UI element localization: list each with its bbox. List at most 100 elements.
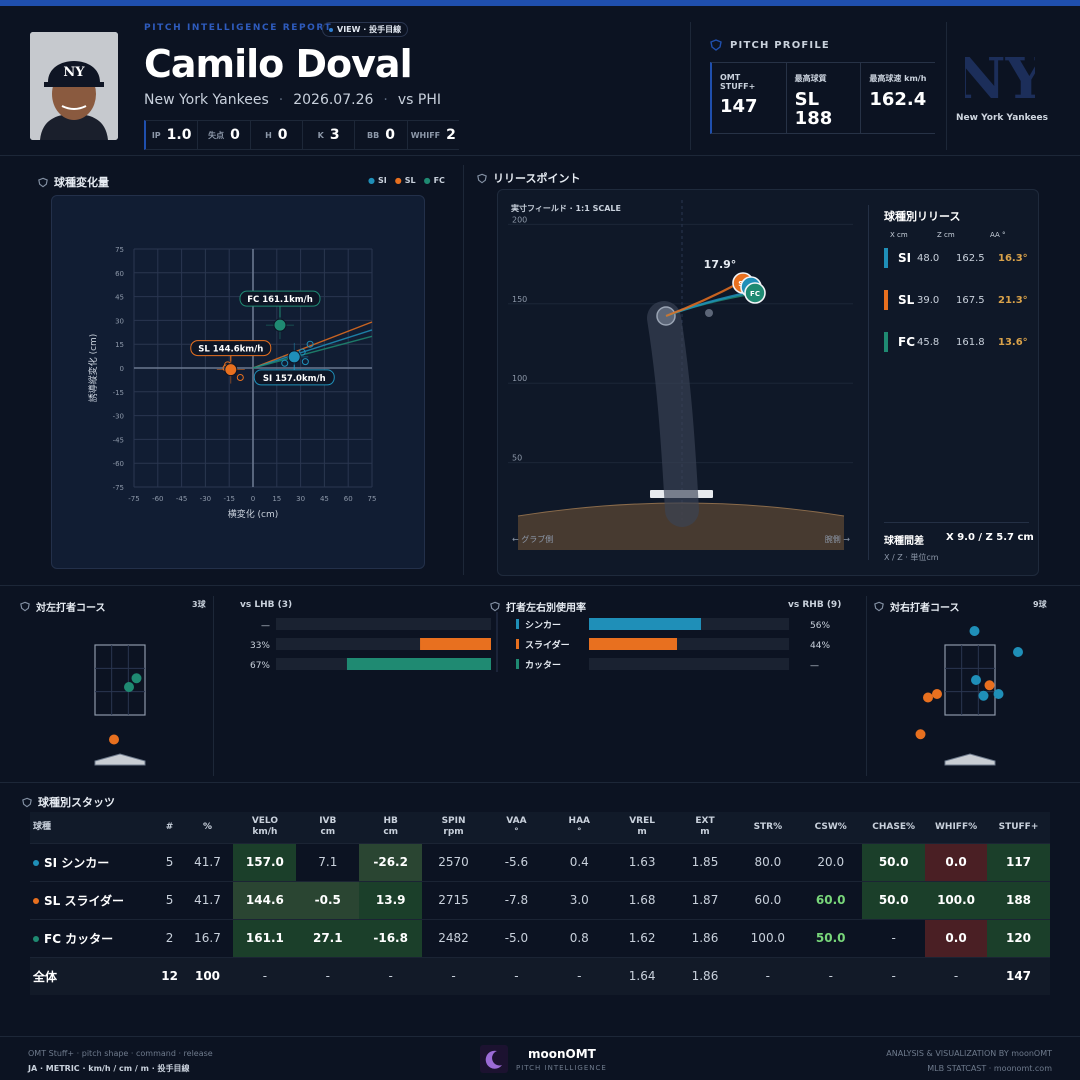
x-tick-label: 75	[368, 495, 377, 503]
location-point-si	[1013, 647, 1023, 657]
location-point-fc	[124, 682, 134, 692]
y-tick-label: 0	[120, 365, 124, 373]
release-row-sl: SL 39.0 167.5 21.3°	[884, 290, 1034, 312]
movement-panel: -75 -60 -45 -30 -15 0 15 30 45 60 75 75 60 45 30 15 0 -15…	[51, 195, 425, 569]
x-tick-label: -15	[223, 495, 234, 503]
pitch-point-si	[301, 358, 309, 366]
profile-stuff: OMT STUFF+ 147	[712, 63, 787, 133]
usage-pitch-name: シンカー	[525, 620, 561, 631]
col-x: X cm	[890, 231, 908, 239]
callout-box	[253, 369, 335, 386]
stat-bb: BB 0	[355, 121, 408, 149]
team-logo-label: New York Yankees	[956, 113, 1048, 123]
arm-slot-line-sl	[252, 321, 373, 369]
elbow-joint	[705, 309, 713, 317]
rhb-count: 9球	[1033, 600, 1047, 609]
release-unit-note: X / Z · 単位cm	[884, 553, 939, 562]
shield-icon	[38, 177, 48, 187]
col-header: #	[157, 812, 182, 843]
table-header: 球種 # % VELO km/h IVB cm HB cm SPIN rpm V…	[30, 812, 1050, 843]
arm-slot-line-si	[252, 329, 373, 369]
location-point-sl	[109, 734, 119, 745]
x-tick-label: 30	[296, 495, 305, 503]
pitch-point-si	[306, 340, 314, 348]
profile-max-velo: 最高球速 km/h 162.4	[869, 74, 927, 110]
shield-icon	[874, 601, 884, 612]
team-name: New York Yankees	[144, 92, 269, 108]
col-header: VELO km/h	[233, 812, 297, 843]
opponent: vs PHI	[397, 92, 441, 108]
home-plate	[944, 753, 996, 766]
arm-slot-line-fc	[252, 335, 373, 369]
col-aa: AA °	[990, 231, 1006, 239]
rhb-location-chart	[915, 626, 1023, 766]
release-row-si: SI 48.0 162.5 16.3°	[884, 248, 1034, 270]
field-scale-label: 実寸フィールド · 1:1 SCALE	[511, 204, 621, 213]
location-point-sl	[915, 729, 926, 740]
usage-pitch-name: スライダー	[525, 639, 570, 651]
shield-icon	[20, 601, 30, 612]
col-header: 球種	[30, 812, 158, 843]
usage-rhb-label: vs RHB (9)	[788, 600, 842, 610]
location-point-sl	[932, 689, 942, 699]
divider	[690, 22, 691, 150]
location-point-si	[971, 675, 981, 685]
y-tick-label: 150	[512, 295, 527, 304]
y-tick-label: 15	[115, 341, 124, 349]
report-kicker: PITCH INTELLIGENCE REPORT	[144, 23, 333, 33]
svg-text:NY: NY	[63, 65, 85, 80]
lhb-location-title: 対左打者コース	[20, 599, 106, 614]
divider	[0, 155, 1080, 156]
y-tick-label: 75	[115, 246, 124, 254]
footer-right: ANALYSIS & VISUALIZATION BY moonOMT MLB …	[886, 1049, 1052, 1073]
y-tick-label: 200	[512, 215, 527, 224]
movement-chart: -75 -60 -45 -30 -15 0 15 30 45 60 75 75 60 45 30 15 0 -15…	[87, 246, 377, 520]
x-tick-label: -45	[176, 495, 187, 503]
pitch-point-sl	[236, 374, 244, 382]
stat-runs: 失点 0	[198, 121, 251, 149]
divider	[463, 165, 464, 575]
usage-pitch-swatch	[516, 659, 519, 669]
divider	[884, 522, 1029, 523]
usage-pitch-swatch	[516, 639, 519, 649]
divider	[868, 205, 869, 560]
footer-left: OMT Stuff+ · pitch shape · command · rel…	[28, 1049, 213, 1073]
usage-pitch-swatch	[516, 619, 519, 629]
divider	[866, 596, 867, 776]
shield-icon	[22, 797, 32, 807]
arm-side-label: 腕側 →	[825, 534, 851, 544]
x-tick-label: -75	[128, 495, 139, 503]
table-row-fc: FC カッター 2 16.7 161.1 27.1 -16.8 2482 -5.0 0.…	[30, 918, 1050, 957]
usage-bar-rhb-sl	[589, 638, 677, 650]
usage-track	[589, 658, 789, 670]
usage-value-rhb: —	[810, 661, 819, 671]
pitcher-body	[647, 301, 699, 527]
release-gap-value: X 9.0 / Z 5.7 cm	[946, 532, 1034, 543]
usage-value-rhb: 44%	[810, 641, 830, 651]
usage-lhb-label: vs LHB (3)	[240, 600, 293, 610]
y-tick-label: -45	[113, 436, 124, 444]
pitch-profile-box: OMT STUFF+ 147 最高球質 SL 188 最高球速 km/h 162.4	[710, 62, 935, 134]
location-point-fc	[131, 673, 142, 684]
x-tick-label: 60	[344, 495, 353, 503]
x-tick-label: -60	[152, 495, 163, 503]
home-plate	[94, 753, 146, 766]
x-tick-label: 45	[320, 495, 329, 503]
x-tick-label: 0	[251, 495, 255, 503]
release-point-label: FC	[750, 290, 760, 298]
brand-name: moonOMT	[528, 1047, 596, 1061]
col-header: EXT m	[673, 812, 737, 843]
table-row-sl: SL スライダー 5 41.7 144.6 -0.5 13.9 2715 -7.8 3.…	[30, 880, 1050, 919]
usage-chart: — シンカー 56% 33% スライダー 44% 67% カッター —	[250, 612, 830, 672]
usage-value-lhb: 33%	[250, 641, 270, 651]
mean-point-fc	[273, 318, 287, 332]
arm-angle-label: 17.9°	[704, 258, 737, 271]
usage-pitch-name: カッター	[525, 659, 561, 671]
divider	[946, 22, 947, 150]
shield-icon	[710, 39, 722, 51]
strike-zone	[944, 644, 996, 716]
yankees-logo: NY	[965, 46, 1035, 110]
y-tick-label: 45	[115, 294, 124, 302]
